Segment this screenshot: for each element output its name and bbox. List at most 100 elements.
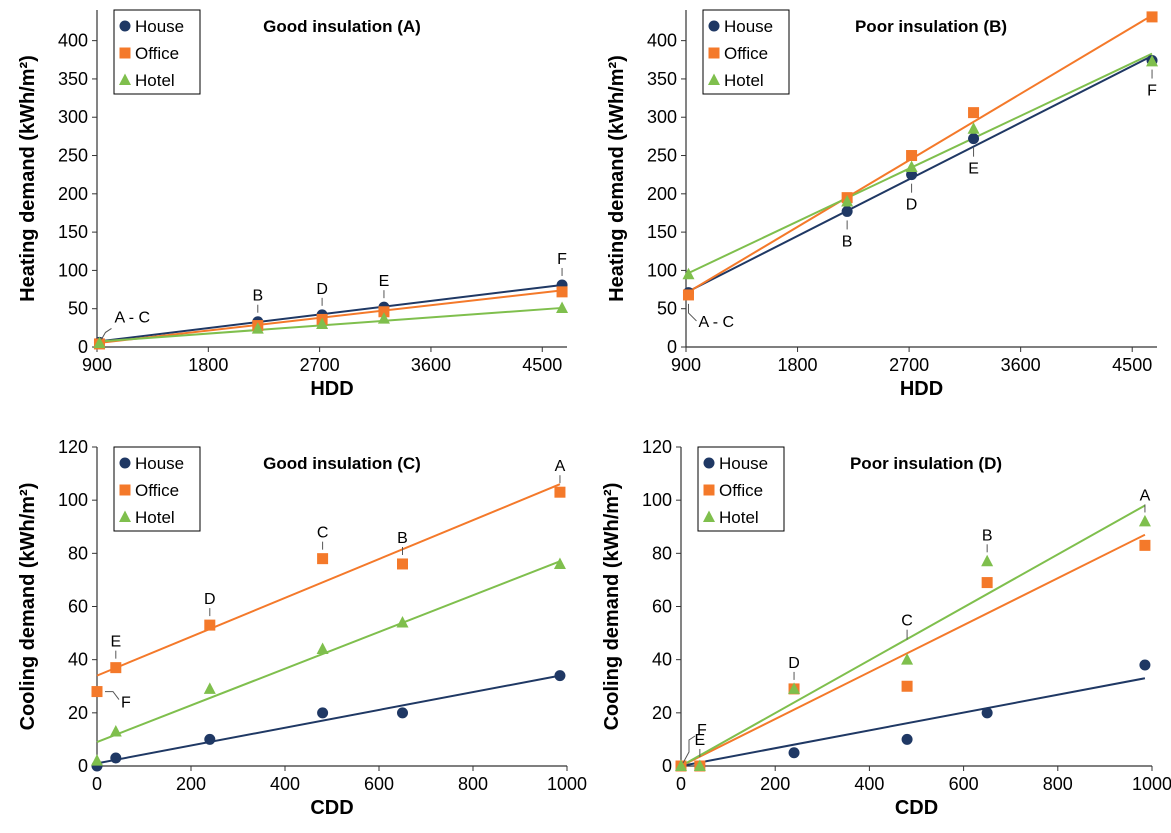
annotation-label: C [317,525,329,542]
annotation-label: D [906,197,918,214]
legend-label: Office [135,481,179,500]
y-tick-label: 80 [652,543,672,563]
annotation: A - C [687,303,734,331]
annotation: B [982,527,993,553]
y-tick-label: 200 [58,184,88,204]
x-tick-label: 600 [949,774,979,794]
data-point-hotel [1138,514,1151,527]
annotation-label: E [110,634,121,651]
x-tick-label: 1800 [778,355,818,375]
annotation-label: A - C [698,314,734,331]
x-tick-label: 1000 [1132,774,1171,794]
annotation: A [1140,487,1151,513]
y-tick-label: 100 [58,260,88,280]
data-point-office [968,107,980,119]
legend-marker [119,457,131,469]
data-point-office [906,150,918,162]
data-point-house [901,733,913,745]
data-point-office [901,680,913,692]
data-point-hotel [316,642,329,655]
legend-label: Office [724,44,768,63]
data-point-hotel [203,682,216,694]
data-point-house [788,747,800,759]
panel-title: Poor insulation (B) [855,17,1007,36]
trend-line-house [96,674,561,765]
y-tick-label: 0 [78,337,88,357]
data-point-hotel [967,122,980,134]
annotation-label: B [982,527,993,544]
y-tick-label: 100 [642,490,672,510]
annotation: A - C [101,309,150,340]
annotation-label: F [557,251,567,268]
data-point-hotel [905,160,918,173]
y-tick-label: 0 [662,756,672,776]
y-axis-title: Cooling demand (kWh/m²) [601,483,623,731]
data-point-hotel [1146,54,1159,67]
annotation-label: E [379,273,390,290]
x-tick-label: 1800 [188,355,228,375]
annotation-label: D [316,281,328,298]
x-axis-title: HDD [310,378,353,400]
data-point-office [317,553,329,565]
data-point-hotel [841,194,854,207]
annotation: F [557,251,567,276]
legend-marker [119,73,131,85]
trend-line-hotel [96,306,563,343]
annotation: F [105,691,131,712]
x-axis-title: CDD [310,797,353,819]
y-tick-label: 40 [68,650,88,670]
legend-label: Hotel [135,508,175,527]
x-tick-label: 3600 [411,355,451,375]
y-tick-label: 350 [647,69,677,89]
legend-marker [119,47,131,59]
data-point-hotel [316,317,329,330]
annotation: F [682,722,707,764]
annotation-leader [101,327,112,340]
x-axis-title: CDD [895,797,938,819]
annotation: C [901,613,913,640]
data-point-hotel [788,682,801,694]
data-point-office [397,558,408,570]
annotation: B [842,220,852,250]
data-point-hotel [981,554,994,567]
x-tick-label: 800 [458,774,488,794]
data-point-house [554,670,566,682]
trend-line-hotel [680,504,1146,767]
chart-panel-4: 0 200 400 600 800 1000 0 20 40 60 80 100 120 CDD Cooli… [601,437,1171,819]
legend-marker [119,484,131,496]
annotation: A [555,458,566,484]
annotation: F [1147,69,1157,100]
y-tick-label: 120 [58,437,88,457]
annotation-label: F [121,695,131,712]
annotation-leader [105,691,120,700]
y-tick-label: 50 [68,299,88,319]
x-tick-label: 0 [676,774,686,794]
data-point-house [397,707,408,719]
y-tick-label: 40 [652,650,672,670]
annotation-label: F [697,722,707,739]
annotation-label: A - C [114,309,150,326]
annotation-label: B [252,288,263,305]
annotation-leader [682,735,696,764]
y-tick-label: 50 [657,299,677,319]
data-point-office [91,686,103,698]
y-tick-label: 100 [58,490,88,510]
x-tick-label: 200 [760,774,790,794]
data-point-hotel [901,653,914,665]
x-tick-label: 900 [82,355,112,375]
annotation-leader [687,303,697,322]
panel-title: Good insulation (A) [263,17,421,36]
x-tick-label: 900 [671,355,701,375]
annotation-label: A [555,458,566,475]
data-point-house [1139,659,1151,671]
legend-marker [119,510,131,522]
legend-marker [119,20,131,32]
data-point-office [554,486,566,498]
trend-line-office [96,483,561,677]
y-tick-label: 300 [647,107,677,127]
data-point-house [204,733,216,745]
x-tick-label: 1000 [547,774,587,794]
data-point-house [841,205,853,217]
annotation: D [788,655,800,680]
